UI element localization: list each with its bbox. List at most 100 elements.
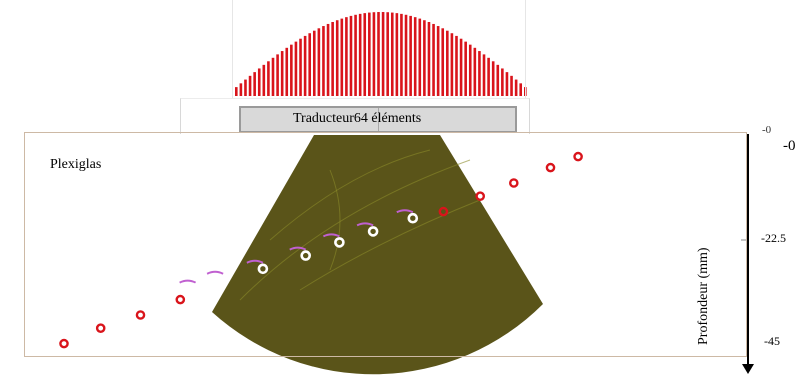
transducer-element [519, 83, 523, 96]
transducer-element [276, 54, 279, 96]
detected-reflector-marker [334, 237, 345, 248]
detected-reflector-marker [257, 263, 269, 275]
transducer-element [446, 30, 449, 96]
detected-reflector-marker [407, 212, 419, 224]
transducer-element [317, 28, 321, 96]
transducer-element [349, 15, 353, 97]
echo-streak [329, 169, 341, 271]
transducer-element [501, 68, 504, 96]
reference-reflector-marker [573, 151, 583, 162]
transducer-bar: Traducteur64 éléments [239, 106, 517, 133]
transducer-element [491, 61, 495, 96]
detected-reflector-marker [300, 250, 312, 261]
depth-tick-label: -45 [764, 334, 780, 348]
transducer-element [413, 17, 417, 96]
specimen-frame [24, 132, 747, 357]
transducer-element [510, 75, 513, 96]
detected-echo-streak [289, 246, 307, 251]
transducer-element [496, 64, 500, 96]
transducer-element [427, 22, 431, 96]
depth-tick-label: -0 [783, 138, 796, 154]
transducer-element [326, 23, 330, 97]
transducer-element [312, 30, 316, 96]
detected-echo-streak [356, 222, 374, 227]
transducer-element [280, 51, 284, 96]
detected-echo-streak [396, 209, 414, 214]
detected-reflector-marker [367, 226, 379, 237]
transducer-element [468, 44, 472, 96]
depth-tick-label: -22.5 [761, 231, 786, 245]
transducer-element [404, 14, 408, 96]
transducer-element [294, 41, 298, 96]
transducer-element [354, 14, 357, 96]
transducer-element [400, 13, 403, 96]
transducer-element [271, 57, 275, 96]
transducer-element [262, 64, 266, 96]
detected-reflector-marker [217, 274, 229, 286]
probe-frame-mid [180, 98, 530, 134]
transducer-element [290, 44, 293, 96]
transducer-element [253, 72, 256, 96]
transducer-element [285, 47, 289, 96]
transducer-element [345, 17, 348, 96]
scan-echo-texture [239, 149, 481, 301]
transducer-element-array [235, 12, 527, 97]
transducer-divider [378, 108, 379, 131]
depth-tick-ghost: -0 [762, 124, 772, 136]
transducer-element [390, 12, 394, 96]
detected-echo-streak [246, 259, 264, 264]
detected-reflector-marker [190, 283, 201, 294]
transducer-element [322, 26, 325, 96]
material-label: Plexiglas [50, 157, 102, 172]
reference-reflector-marker [95, 323, 106, 334]
transducer-label-right: 64 éléments [353, 111, 422, 126]
transducer-element [340, 18, 344, 96]
transducer-element [331, 22, 334, 96]
reference-reflector-marker [438, 206, 449, 217]
echo-streak [239, 159, 471, 301]
transducer-element [358, 13, 362, 96]
reference-reflector-marker [175, 294, 186, 305]
transducer-element [514, 79, 518, 96]
transducer-element [432, 23, 435, 97]
transducer-element [418, 18, 422, 96]
transducer-element [473, 47, 477, 96]
transducer-element [335, 20, 339, 96]
reference-reflector-marker [545, 162, 556, 173]
transducer-element [487, 57, 490, 96]
transducer-element [381, 12, 385, 96]
transducer-element [436, 26, 440, 96]
transducer-element [395, 13, 399, 97]
transducer-element [409, 15, 412, 97]
reference-reflector-marker [475, 191, 486, 201]
transducer-element [257, 68, 261, 96]
transducer-label-left: Traducteur [293, 111, 354, 126]
transducer-element [372, 12, 376, 97]
transducer-element [239, 83, 243, 96]
transducer-element [248, 75, 252, 96]
transducer-element [482, 54, 486, 96]
reference-reflector-marker [59, 338, 69, 349]
reflector-markers [59, 151, 583, 349]
transducer-element [455, 35, 458, 96]
transducer-element [299, 38, 302, 96]
transducer-element [235, 87, 238, 96]
transducer-element [459, 38, 463, 96]
transducer-element [478, 51, 481, 96]
transducer-element [267, 61, 270, 96]
transducer-element [244, 79, 247, 96]
transducer-element [308, 33, 311, 96]
detected-echo-streak [179, 279, 197, 284]
detected-echo-streak [206, 270, 224, 275]
probe-frame-top [232, 0, 526, 98]
transducer-label: Traducteur64 éléments [293, 111, 421, 127]
transducer-element [377, 12, 380, 96]
echo-streak [269, 149, 431, 241]
reference-reflector-marker [135, 310, 146, 320]
echo-streak [299, 199, 481, 291]
reference-reflector-marker [508, 178, 519, 188]
transducer-element [505, 72, 509, 96]
transducer-element [363, 13, 367, 97]
depth-axis-arrow [742, 364, 754, 374]
